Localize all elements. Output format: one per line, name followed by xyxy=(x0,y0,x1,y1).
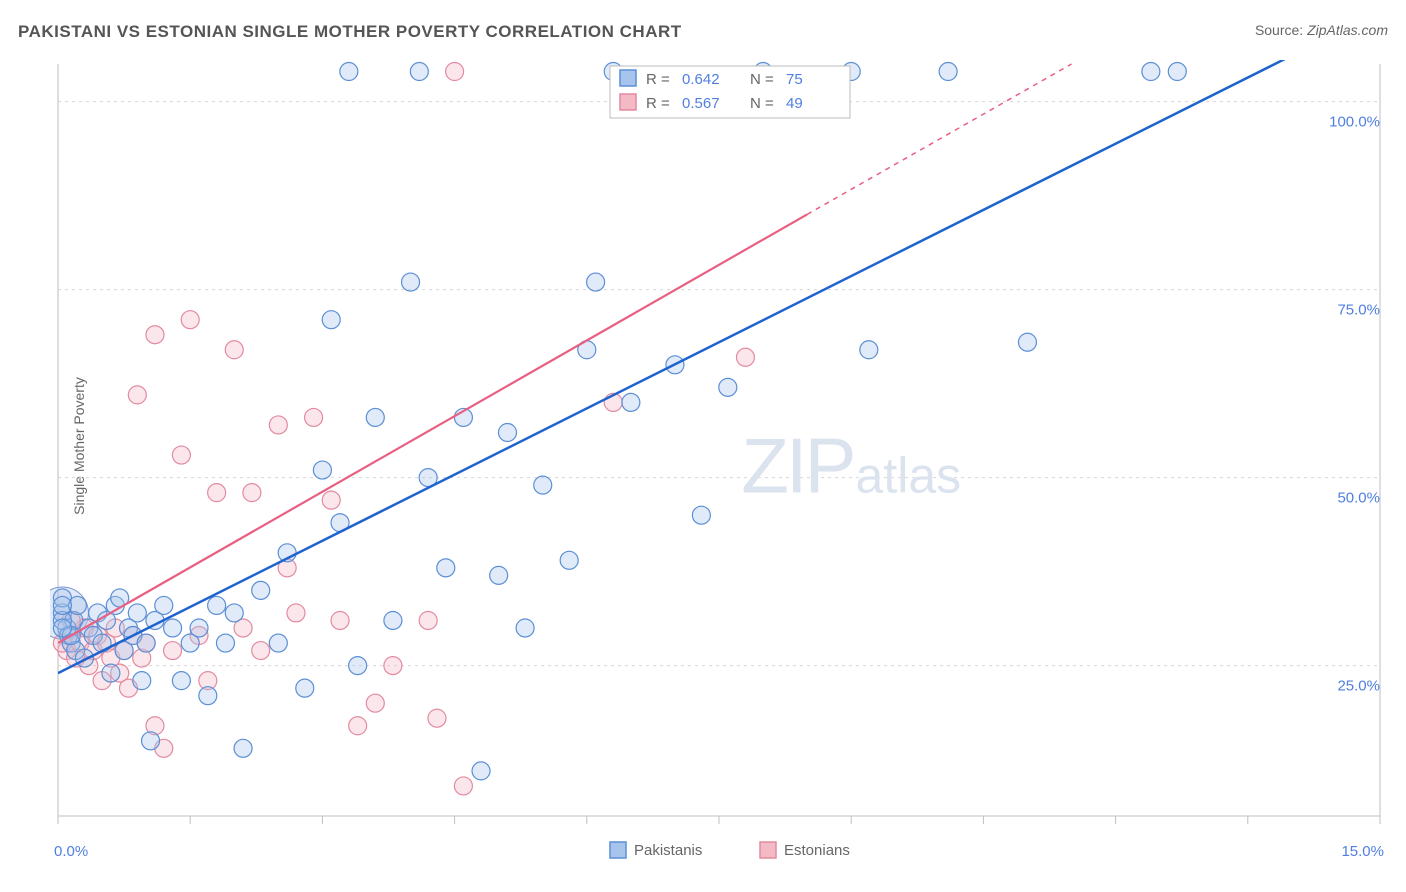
data-point xyxy=(622,393,640,411)
data-point xyxy=(234,739,252,757)
data-point xyxy=(313,461,331,479)
data-point xyxy=(225,604,243,622)
legend-swatch xyxy=(760,842,776,858)
y-tick-label: 75.0% xyxy=(1337,302,1380,319)
data-point xyxy=(860,341,878,359)
data-point xyxy=(53,619,71,637)
chart-svg: 25.0% 50.0% 75.0% 100.0% 0.0% 15.0% ZIPatlas R … xyxy=(50,56,1388,882)
data-point xyxy=(172,446,190,464)
trend-line xyxy=(58,214,807,643)
data-point xyxy=(428,709,446,727)
data-point xyxy=(102,664,120,682)
data-point xyxy=(498,423,516,441)
data-point xyxy=(208,484,226,502)
data-point xyxy=(252,642,270,660)
data-point xyxy=(384,611,402,629)
data-point xyxy=(208,596,226,614)
data-point xyxy=(446,63,464,81)
data-point xyxy=(128,386,146,404)
data-point xyxy=(225,341,243,359)
data-point xyxy=(1142,63,1160,81)
data-point xyxy=(736,348,754,366)
source-label: Source: xyxy=(1255,22,1303,38)
stats-label: R = xyxy=(646,95,670,112)
data-point xyxy=(164,642,182,660)
data-point xyxy=(587,273,605,291)
source-attribution: Source: ZipAtlas.com xyxy=(1255,22,1388,38)
legend-label: Pakistanis xyxy=(634,842,702,859)
data-point xyxy=(216,634,234,652)
data-point xyxy=(719,378,737,396)
data-point xyxy=(155,596,173,614)
data-point xyxy=(939,63,957,81)
data-point xyxy=(190,619,208,637)
stats-value-n: 49 xyxy=(786,95,803,112)
data-point xyxy=(419,611,437,629)
data-point xyxy=(269,416,287,434)
data-point xyxy=(305,408,323,426)
y-tick-label: 50.0% xyxy=(1337,490,1380,507)
data-point xyxy=(287,604,305,622)
data-point xyxy=(128,604,146,622)
data-point xyxy=(53,596,71,614)
data-point xyxy=(366,694,384,712)
data-point xyxy=(172,672,190,690)
y-tick-label: 100.0% xyxy=(1329,114,1380,131)
chart-title: PAKISTANI VS ESTONIAN SINGLE MOTHER POVE… xyxy=(18,22,682,42)
legend-swatch xyxy=(620,94,636,110)
data-point xyxy=(516,619,534,637)
data-point xyxy=(340,63,358,81)
stats-label: N = xyxy=(750,95,774,112)
data-point xyxy=(349,657,367,675)
data-point xyxy=(93,634,111,652)
data-point xyxy=(1168,63,1186,81)
stats-label: N = xyxy=(750,71,774,88)
data-point xyxy=(472,762,490,780)
data-point xyxy=(490,566,508,584)
legend-swatch xyxy=(610,842,626,858)
scatter-chart: 25.0%50.0%75.0%100.0%0.0%15.0%ZIPatlasR … xyxy=(50,56,1388,832)
data-point xyxy=(133,672,151,690)
data-point xyxy=(384,657,402,675)
data-point xyxy=(164,619,182,637)
stats-value-r: 0.642 xyxy=(682,71,720,88)
data-point xyxy=(402,273,420,291)
data-point xyxy=(349,717,367,735)
data-point xyxy=(322,311,340,329)
data-point xyxy=(692,506,710,524)
data-point xyxy=(146,326,164,344)
data-point xyxy=(181,311,199,329)
legend-label: Estonians xyxy=(784,842,850,859)
data-point xyxy=(137,634,155,652)
stats-value-n: 75 xyxy=(786,71,803,88)
data-point xyxy=(269,634,287,652)
stats-label: R = xyxy=(646,71,670,88)
stats-value-r: 0.567 xyxy=(682,95,720,112)
data-point xyxy=(534,476,552,494)
watermark: ZIPatlas xyxy=(741,422,961,510)
data-point xyxy=(142,732,160,750)
x-tick-label: 15.0% xyxy=(1341,843,1384,860)
data-point xyxy=(1018,333,1036,351)
data-point xyxy=(243,484,261,502)
data-point xyxy=(560,551,578,569)
data-point xyxy=(437,559,455,577)
data-point xyxy=(322,491,340,509)
data-point xyxy=(331,611,349,629)
source-value: ZipAtlas.com xyxy=(1307,22,1388,38)
legend-swatch xyxy=(620,70,636,86)
data-point xyxy=(252,581,270,599)
x-tick-label: 0.0% xyxy=(54,843,88,860)
data-point xyxy=(366,408,384,426)
y-tick-label: 25.0% xyxy=(1337,678,1380,695)
data-point xyxy=(296,679,314,697)
data-point xyxy=(199,687,217,705)
trend-line xyxy=(58,56,1380,673)
data-point xyxy=(410,63,428,81)
data-point xyxy=(454,777,472,795)
